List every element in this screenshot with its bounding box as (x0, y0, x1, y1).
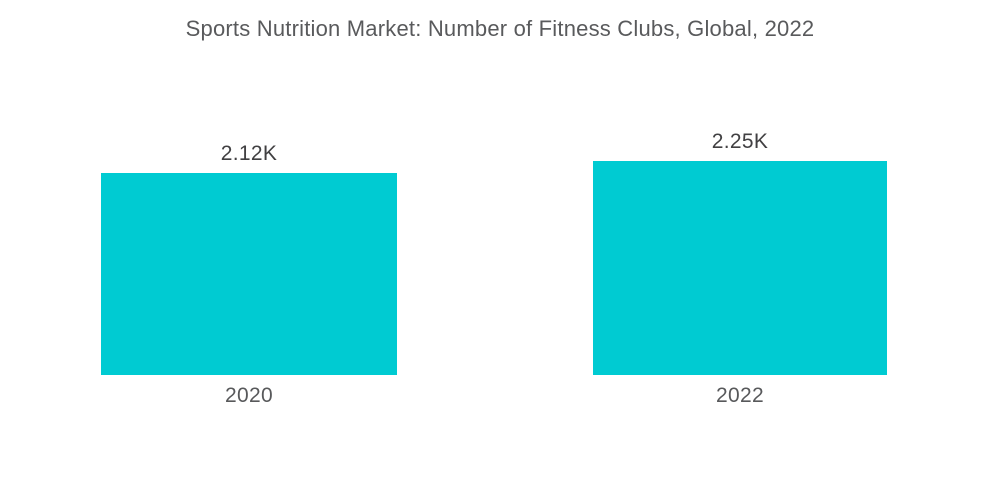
bar-category-label-2022: 2022 (716, 384, 764, 407)
chart-title: Sports Nutrition Market: Number of Fitne… (185, 16, 815, 41)
bar-group-2022: 2.25K (593, 0, 887, 375)
bar-group-2020: 2.12K (101, 0, 397, 375)
bar-value-label-2022: 2.25K (711, 130, 769, 153)
bar-2022 (593, 161, 887, 375)
bar-value-label-2020: 2.12K (220, 142, 278, 165)
bar-category-label-2020: 2020 (225, 384, 273, 407)
bar-2020 (101, 173, 397, 375)
